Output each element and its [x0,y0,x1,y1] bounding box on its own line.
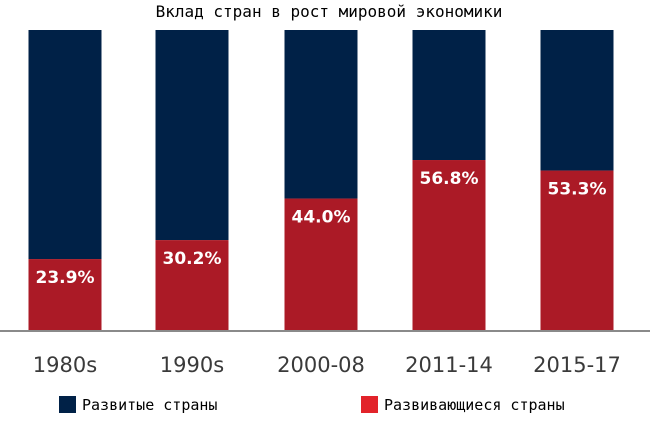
bar-developing-2015-17 [540,170,614,331]
bar-developed-2011-14 [412,30,486,161]
chart-title: Вклад стран в рост мировой экономики [156,2,503,21]
bar-developing-1980s [28,259,102,331]
bars-group: 23.9% 30.2% 44.0% 56.8% 53.3% [28,30,614,331]
x-tick-label-2015-17: 2015-17 [533,353,621,377]
data-label-2015-17: 53.3% [548,180,607,200]
bar-developing-1990s [155,240,229,331]
x-tick-label-2011-14: 2011-14 [405,353,493,377]
bar-developed-2000-08 [284,30,358,199]
bar-developing-2011-14 [412,160,486,331]
data-label-1980s: 23.9% [36,268,95,288]
bar-developing-2000-08 [284,198,358,331]
data-label-1990s: 30.2% [163,249,222,269]
legend: Развитые страны Развивающиеся страны [59,396,565,414]
legend-label-developed: Развитые страны [82,396,217,414]
x-tick-label-1980s: 1980s [33,353,97,377]
legend-label-developing: Развивающиеся страны [384,396,565,414]
legend-swatch-developing [361,396,378,413]
x-axis-labels: 1980s 1990s 2000-08 2011-14 2015-17 [33,353,621,377]
bar-developed-2015-17 [540,30,614,171]
bar-developed-1980s [28,30,102,260]
data-label-2000-08: 44.0% [292,208,351,228]
legend-swatch-developed [59,396,76,413]
x-tick-label-1990s: 1990s [160,353,224,377]
x-tick-label-2000-08: 2000-08 [277,353,365,377]
data-label-2011-14: 56.8% [420,169,479,189]
bar-developed-1990s [155,30,229,241]
